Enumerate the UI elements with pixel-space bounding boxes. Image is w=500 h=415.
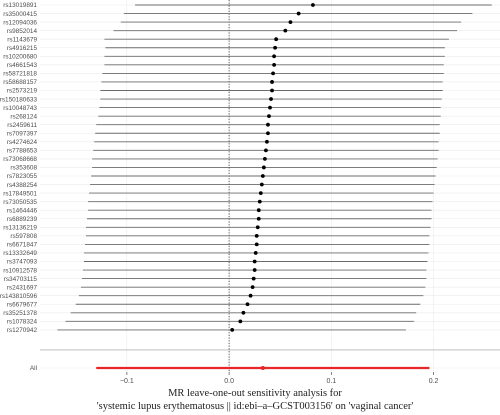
x-tick-label: 0.2: [429, 378, 439, 385]
snp-label: rs6679677: [7, 301, 38, 308]
estimate-point: [262, 157, 267, 161]
snp-label: rs13136219: [3, 225, 37, 232]
estimate-point: [264, 148, 268, 153]
estimate-point: [296, 11, 301, 16]
estimate-point: [270, 80, 274, 84]
estimate-point: [311, 3, 315, 7]
estimate-point: [254, 242, 259, 247]
snp-label: rs6671847: [7, 242, 38, 249]
snp-label: rs1078324: [7, 319, 38, 326]
snp-label: rs268124: [10, 113, 37, 120]
estimate-point: [238, 319, 243, 324]
x-tick-label: 0.0: [224, 378, 234, 385]
estimate-point: [260, 174, 265, 178]
snp-label: rs34703115: [4, 276, 38, 283]
estimate-point: [270, 88, 274, 93]
snp-label: rs353608: [10, 165, 37, 172]
estimate-point: [274, 37, 279, 42]
estimate-point: [273, 45, 278, 50]
estimate-point: [251, 276, 256, 281]
snp-label: rs13332649: [3, 250, 37, 257]
snp-label: rs143810596: [0, 293, 37, 300]
estimate-point: [283, 28, 288, 33]
estimate-point: [230, 328, 235, 332]
snp-label: rs17849501: [3, 190, 37, 197]
estimate-point: [257, 199, 262, 204]
snp-label: rs10912578: [3, 267, 37, 274]
estimate-point: [288, 20, 293, 24]
snp-label: rs2573219: [7, 88, 38, 95]
snp-label: rs2431697: [7, 284, 38, 291]
estimate-point: [253, 251, 258, 255]
snp-label: rs73068668: [3, 156, 37, 163]
estimate-point: [265, 139, 269, 144]
snp-label: rs58688157: [3, 79, 37, 86]
snp-label: rs1143679: [7, 36, 37, 43]
estimate-point: [241, 310, 246, 315]
snp-label: rs10200680: [3, 54, 37, 61]
estimate-point: [245, 302, 250, 307]
estimate-point: [269, 97, 273, 101]
snp-label: rs4388254: [7, 182, 38, 189]
rows-layer: [57, 3, 492, 370]
estimate-point: [272, 62, 276, 67]
snp-label: rs1464446: [7, 207, 38, 214]
snp-label: rs9852014: [7, 28, 38, 35]
estimate-point: [258, 191, 263, 196]
snp-label: rs10048743: [3, 105, 37, 112]
estimate-point: [259, 182, 264, 187]
x-tick-label: −0.1: [120, 378, 134, 385]
estimate-point: [261, 165, 266, 170]
snp-label: rs2459611: [7, 122, 37, 129]
estimate-point: [272, 54, 276, 59]
estimate-point: [248, 293, 253, 298]
estimate-point: [256, 208, 261, 213]
snp-labels: rs13019891rs35000415rs12094036rs9852014r…: [0, 2, 37, 372]
snp-label: rs7788653: [7, 148, 38, 155]
snp-label: rs4916215: [7, 45, 38, 52]
snp-label: rs13019891: [3, 2, 37, 9]
estimate-point: [266, 131, 270, 136]
x-axis: −0.1 0.0 0.1 0.2: [120, 372, 439, 385]
estimate-point: [268, 105, 272, 110]
overall-label: All: [30, 365, 37, 372]
estimate-point: [252, 259, 257, 264]
estimate-point: [266, 122, 270, 127]
estimate-point: [267, 114, 271, 119]
estimate-point: [254, 233, 259, 238]
snp-label: rs4661543: [7, 62, 38, 69]
snp-label: rs7097397: [7, 130, 38, 137]
snp-label: rs12094036: [3, 19, 37, 26]
estimate-point: [256, 216, 261, 221]
estimate-point: [252, 268, 257, 272]
snp-label: rs58721818: [3, 71, 37, 78]
snp-label: rs73050535: [3, 199, 37, 206]
estimate-point: [250, 285, 255, 290]
overall-estimate-point: [260, 366, 265, 370]
snp-label: rs7823055: [7, 173, 38, 180]
snp-label: rs35251378: [3, 310, 37, 317]
snp-label: rs3747093: [7, 259, 38, 266]
estimate-point: [271, 71, 275, 76]
snp-label: rs6889239: [7, 216, 38, 223]
snp-label: rs4274624: [7, 139, 38, 146]
estimate-point: [255, 225, 260, 230]
chart-title-line-1: MR leave-one-out sensitivity analysis fo…: [168, 388, 342, 399]
snp-label: rs597808: [10, 233, 37, 240]
snp-label: rs35000415: [3, 11, 37, 18]
x-tick-label: 0.1: [326, 378, 336, 385]
snp-label: rs150180633: [0, 96, 37, 103]
chart-title-line-2: 'systemic lupus erythematosus || id:ebi–…: [97, 401, 414, 412]
snp-label: rs1270942: [7, 327, 38, 334]
